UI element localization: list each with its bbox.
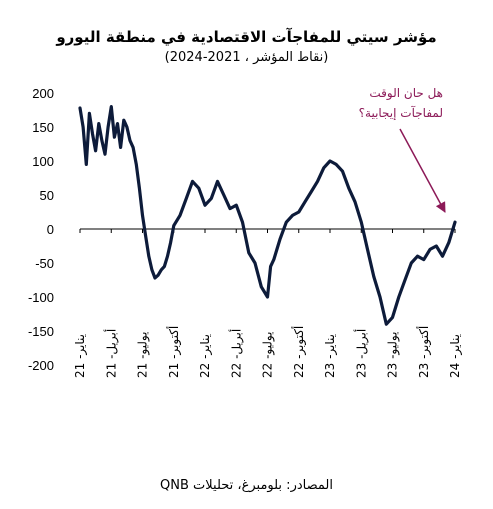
x-tick-label: يوليو- 21 bbox=[136, 332, 151, 378]
x-tick-label: أكتوبر- 23 bbox=[416, 326, 432, 378]
series-line bbox=[78, 105, 457, 326]
y-tick-label: 0 bbox=[47, 222, 54, 237]
y-tick-label: 100 bbox=[32, 154, 54, 169]
chart-plot: 200 150 100 50 0 -50 -100 -150 -200 يناير- 21 أبر… bbox=[28, 86, 463, 378]
x-tick-label: يوليو- 23 bbox=[386, 332, 401, 378]
y-tick-label: -100 bbox=[28, 290, 54, 305]
y-tick-label: -200 bbox=[28, 358, 54, 373]
y-tick-label: -150 bbox=[28, 324, 54, 339]
x-tick-label: يناير- 22 bbox=[198, 334, 213, 378]
x-tick-label: يناير- 23 bbox=[323, 334, 338, 378]
x-tick-label: أكتوبر- 21 bbox=[166, 326, 182, 378]
annotation-line-1: هل حان الوقت bbox=[369, 86, 443, 101]
y-tick-label: 200 bbox=[32, 86, 54, 101]
y-tick-label: -50 bbox=[35, 256, 54, 271]
x-tick-label: أكتوبر- 22 bbox=[291, 326, 307, 378]
chart-subtitle: (نقاط المؤشر ، 2021-2024) bbox=[164, 50, 329, 65]
x-tick-label: أبريل- 21 bbox=[103, 329, 119, 378]
x-tick-label: يوليو- 22 bbox=[261, 332, 276, 378]
annotation: هل حان الوقت لمفاجآت إيجابية؟ bbox=[359, 86, 446, 213]
y-tick-label: 150 bbox=[32, 120, 54, 135]
annotation-line-2: لمفاجآت إيجابية؟ bbox=[359, 105, 443, 120]
y-tick-label: 50 bbox=[40, 188, 54, 203]
chart-title: مؤشر سيتي للمفاجآت الاقتصادية في منطقة ا… bbox=[56, 28, 437, 46]
x-tick-label: يناير- 21 bbox=[73, 334, 88, 378]
x-tick-label: يناير- 24 bbox=[448, 334, 463, 378]
annotation-arrow bbox=[399, 128, 446, 213]
x-tick-label: أبريل- 22 bbox=[228, 329, 244, 378]
chart-source: المصادر: بلومبرغ، تحليلات QNB bbox=[160, 478, 333, 493]
x-tick-label: أبريل- 23 bbox=[353, 329, 369, 378]
